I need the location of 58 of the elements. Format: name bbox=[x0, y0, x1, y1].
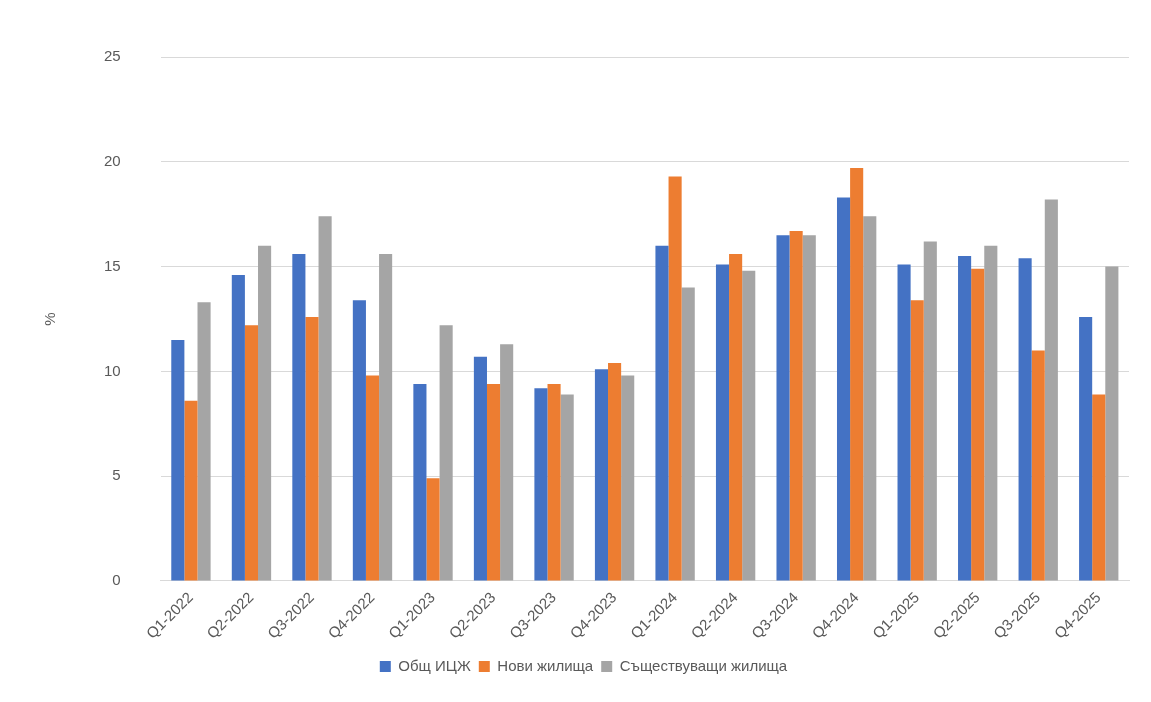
bar bbox=[500, 344, 514, 581]
bar bbox=[971, 268, 985, 581]
bar bbox=[1092, 394, 1106, 581]
bar bbox=[1031, 350, 1045, 581]
bar bbox=[608, 363, 622, 581]
bar bbox=[365, 375, 380, 581]
bar bbox=[742, 270, 756, 581]
y-tick-label: 15 bbox=[104, 256, 121, 274]
bar bbox=[379, 254, 393, 581]
bar bbox=[352, 300, 366, 581]
bar bbox=[923, 241, 937, 581]
bar bbox=[715, 264, 730, 581]
legend-label: Нови жилища bbox=[497, 656, 594, 674]
y-tick-label: 0 bbox=[112, 571, 121, 589]
bar bbox=[184, 400, 198, 581]
bar bbox=[1018, 258, 1032, 581]
y-tick-label: 25 bbox=[104, 47, 121, 65]
bar bbox=[863, 216, 877, 581]
bar bbox=[547, 383, 561, 581]
bar bbox=[231, 274, 245, 581]
y-tick-label: 20 bbox=[104, 151, 121, 169]
bar bbox=[258, 245, 272, 581]
bar bbox=[729, 254, 743, 581]
y-axis-title: % bbox=[41, 312, 59, 326]
bar bbox=[655, 245, 669, 581]
bar bbox=[171, 339, 185, 581]
bar bbox=[850, 168, 864, 581]
bar bbox=[318, 216, 332, 581]
bar bbox=[560, 394, 574, 581]
y-tick-label: 5 bbox=[112, 466, 121, 484]
bar bbox=[1044, 199, 1058, 581]
bar bbox=[413, 383, 427, 581]
bar bbox=[439, 325, 453, 581]
bar bbox=[984, 245, 998, 581]
bar bbox=[426, 478, 440, 581]
bar bbox=[668, 176, 682, 581]
bar bbox=[681, 287, 695, 581]
bar bbox=[473, 356, 487, 581]
bar bbox=[244, 325, 259, 581]
bar bbox=[836, 197, 851, 581]
bar bbox=[197, 302, 211, 581]
bar bbox=[594, 369, 609, 581]
bar bbox=[789, 230, 803, 581]
bar bbox=[1105, 266, 1119, 581]
y-tick-label: 10 bbox=[104, 361, 121, 379]
bar bbox=[958, 256, 972, 581]
bar bbox=[621, 375, 635, 581]
bar bbox=[910, 300, 924, 581]
bar bbox=[776, 235, 790, 581]
bar bbox=[292, 254, 306, 581]
bar bbox=[897, 264, 911, 581]
bar bbox=[1079, 316, 1093, 581]
bar bbox=[534, 388, 548, 581]
bar bbox=[486, 383, 501, 581]
legend-label: Съществуващи жилища bbox=[619, 656, 788, 674]
legend-label: Общ ИЦЖ bbox=[398, 656, 471, 674]
bar bbox=[305, 316, 319, 581]
bar bbox=[802, 235, 816, 581]
